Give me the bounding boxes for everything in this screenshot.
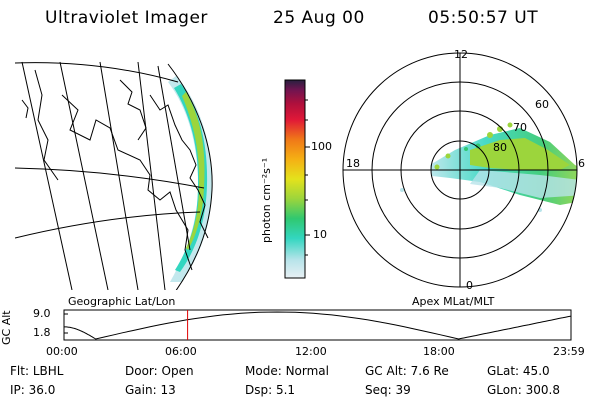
info-glon-value: 300.8 [525, 383, 560, 397]
alt-ytick-1-8: 1.8 [33, 326, 51, 339]
info-glat: GLat: 45.0 [487, 364, 550, 378]
map-caption: Geographic Lat/Lon [68, 295, 176, 308]
info-dsp-value: 5.1 [275, 383, 296, 397]
header-time: 05:50:57 UT [428, 8, 539, 28]
alt-ylabel: GC Alt [0, 310, 13, 345]
colorbar-label: photon cm⁻²s⁻¹ [260, 157, 273, 243]
polar-lat-80: 80 [493, 141, 507, 154]
geographic-map [15, 61, 213, 290]
info-dsp: Dsp: 5.1 [245, 383, 296, 397]
info-gain: Gain: 13 [125, 383, 176, 397]
info-gain-value: 13 [160, 383, 176, 397]
info-glat-value: 45.0 [522, 364, 550, 378]
info-seq: Seq: 39 [365, 383, 411, 397]
info-seq-value: 39 [395, 383, 411, 397]
colorbar-tick-100: 100 [311, 140, 332, 153]
header-date: 25 Aug 00 [273, 8, 365, 28]
info-flt: Flt: LBHL [10, 364, 64, 378]
polar-mlt-6: 6 [578, 157, 585, 170]
app-title: Ultraviolet Imager [45, 8, 208, 28]
info-flt-value: LBHL [32, 364, 64, 378]
polar-mlt-18: 18 [346, 157, 360, 170]
info-door-value: Open [161, 364, 194, 378]
alt-xtick-1200: 12:00 [295, 345, 327, 358]
alt-xtick-1800: 18:00 [423, 345, 455, 358]
info-mode-value: Normal [285, 364, 329, 378]
polar-lat-60: 60 [535, 98, 549, 111]
info-gc-alt-value: 7.6 Re [410, 364, 449, 378]
info-glon: GLon: 300.8 [487, 383, 560, 397]
info-ip: IP: 36.0 [10, 383, 56, 397]
alt-xtick-0600: 06:00 [165, 345, 197, 358]
polar-plot [342, 52, 578, 288]
alt-ytick-9: 9.0 [33, 307, 51, 320]
colorbar-tick-10: 10 [313, 228, 327, 241]
polar-mlt-12: 12 [454, 48, 468, 61]
altitude-plot [63, 309, 572, 341]
polar-caption: Apex MLat/MLT [412, 295, 495, 308]
alt-xtick-0000: 00:00 [46, 345, 78, 358]
info-ip-value: 36.0 [28, 383, 56, 397]
colorbar [284, 79, 310, 279]
info-gc-alt: GC Alt: 7.6 Re [365, 364, 449, 378]
info-mode: Mode: Normal [245, 364, 329, 378]
polar-lat-70: 70 [513, 121, 527, 134]
alt-xtick-2359: 23:59 [553, 345, 585, 358]
info-door: Door: Open [125, 364, 194, 378]
polar-mlt-0: 0 [466, 279, 473, 292]
